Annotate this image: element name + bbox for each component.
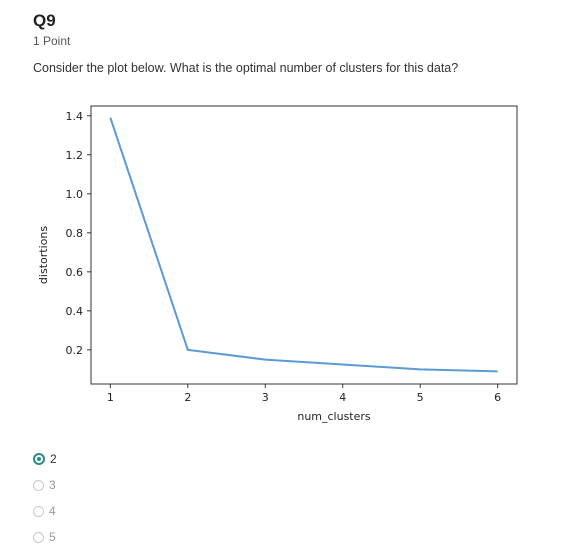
x-tick-label: 4 (339, 391, 346, 404)
radio-icon[interactable] (33, 531, 44, 543)
x-tick-label: 1 (107, 391, 114, 404)
option-5[interactable]: 5 (33, 524, 57, 550)
option-label: 2 (50, 452, 57, 466)
question-points: 1 Point (33, 34, 71, 48)
option-2[interactable]: 2 (33, 446, 57, 472)
elbow-plot: 0.2 0.4 0.6 0.8 1.0 1.2 1.4 1 2 3 4 5 6 num_clusters d… (33, 98, 528, 433)
radio-icon[interactable] (33, 479, 44, 491)
x-tick-label: 6 (494, 391, 501, 404)
radio-selected-icon[interactable] (33, 453, 45, 465)
x-tick-label: 5 (417, 391, 424, 404)
question-text: Consider the plot below. What is the opt… (33, 61, 459, 75)
x-tick-label: 2 (184, 391, 191, 404)
radio-icon[interactable] (33, 505, 44, 517)
x-axis-label: num_clusters (297, 410, 371, 423)
y-tick-label: 1.0 (66, 188, 84, 201)
question-number: Q9 (33, 11, 56, 30)
y-tick-label: 0.8 (66, 227, 84, 240)
option-label: 3 (49, 478, 56, 492)
y-tick-label: 0.6 (66, 266, 84, 279)
y-tick-label: 0.2 (66, 344, 84, 357)
y-tick-label: 0.4 (66, 305, 84, 318)
plot-frame (90, 105, 518, 385)
option-label: 4 (49, 504, 56, 518)
distortion-line (109, 117, 498, 373)
option-4[interactable]: 4 (33, 498, 57, 524)
y-tick-label: 1.2 (66, 149, 84, 162)
answer-options: 2 3 4 5 (33, 446, 57, 550)
x-tick-label: 3 (262, 391, 269, 404)
y-tick-label: 1.4 (66, 110, 84, 123)
option-3[interactable]: 3 (33, 472, 57, 498)
chart-svg: 0.2 0.4 0.6 0.8 1.0 1.2 1.4 1 2 3 4 5 6 num_clusters d… (37, 105, 518, 423)
option-label: 5 (49, 530, 56, 544)
y-axis-label: distortions (37, 226, 50, 284)
